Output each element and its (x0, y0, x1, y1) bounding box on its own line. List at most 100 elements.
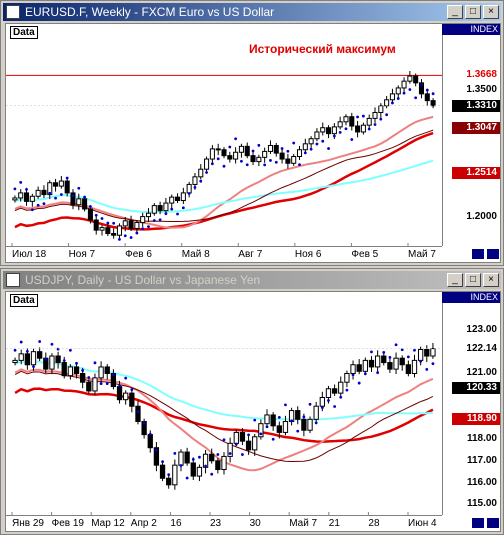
candle-body (129, 392, 135, 407)
candle-body (401, 80, 407, 89)
time-axis: Янв 29 Фев 19 Мар 12 Апр 2 16 23 30 Май 7 21 28 Ию… (6, 515, 442, 531)
candle-body (190, 462, 196, 477)
psar-dot (19, 340, 23, 344)
psar-dot (333, 405, 337, 408)
candle-body (37, 351, 43, 359)
candle-body (175, 196, 181, 202)
candle-body (238, 145, 244, 153)
psar-dot (385, 113, 389, 117)
time-axis-label: Авг 7 (238, 249, 263, 260)
scroll-right-button[interactable] (486, 517, 500, 529)
candle-body (314, 131, 320, 140)
psar-dot (296, 429, 300, 433)
psar-dot (345, 388, 349, 392)
psar-dot (277, 415, 281, 419)
psar-dot (303, 151, 307, 155)
index-label: INDEX (442, 24, 500, 35)
minimize-button[interactable]: _ (447, 273, 463, 287)
scroll-left-button[interactable] (471, 248, 485, 260)
price-scale[interactable]: INDEX 123.00 122.14 121.00 120.33 118.90 118.… (442, 292, 500, 515)
candle-body (49, 355, 55, 370)
time-axis-label: 21 (328, 518, 340, 529)
candle-body (147, 434, 153, 449)
ma-red-line (14, 131, 434, 231)
price-scale[interactable]: INDEX 1.3668 1.3500 1.3310 1.3047 1.2514 1.20… (442, 24, 500, 246)
maximize-button[interactable]: □ (465, 273, 481, 287)
psar-dot (112, 221, 116, 225)
time-axis: Июл 18 Ноя 7 Фев 6 Май 8 Авг 7 Ноя 6 Фев 5 Май … (6, 246, 442, 262)
candle-body (366, 117, 372, 126)
psar-dot (191, 458, 195, 461)
candle-body (282, 421, 289, 433)
eurusd-plot-area[interactable]: Data Исторический максимум INDEX 1.3668 1… (5, 23, 501, 263)
candle-body (178, 451, 184, 466)
candle-body (270, 414, 276, 427)
psar-dot (173, 451, 177, 455)
scroll-left-button[interactable] (471, 517, 485, 529)
time-axis-label: Фев 19 (51, 518, 84, 529)
psar-dot (265, 425, 269, 429)
scroll-right-button[interactable] (486, 248, 500, 260)
psar-dot (284, 403, 287, 407)
usdjpy-titlebar[interactable]: USDJPY, Daily - US Dollar vs Japanese Ye… (3, 271, 501, 289)
psar-dot (370, 350, 373, 354)
psar-dot (344, 127, 348, 131)
candle-body (344, 372, 350, 383)
candle-body (18, 353, 24, 361)
candle-body (87, 208, 93, 221)
psar-dot (263, 163, 267, 167)
psar-dot (94, 213, 98, 217)
candle-body (151, 205, 157, 214)
candle-body (209, 148, 215, 160)
psar-dot (48, 191, 52, 195)
psar-dot (245, 163, 249, 167)
candle-body (424, 93, 430, 102)
candle-body (41, 189, 47, 196)
psar-dot (123, 234, 127, 238)
candle-body (104, 366, 110, 374)
candle-body (23, 192, 30, 202)
candle-body (24, 353, 31, 366)
candle-body (295, 410, 301, 420)
candle-body (325, 388, 332, 398)
chart-window-icon (6, 273, 20, 287)
candle-body (169, 196, 175, 204)
candle-body (166, 477, 172, 486)
psar-dot (147, 225, 150, 229)
candle-body (395, 87, 401, 95)
price-tag: 116.00 (452, 476, 500, 489)
candle-body (418, 82, 425, 95)
maximize-button[interactable]: □ (465, 5, 481, 19)
usdjpy-plot-area[interactable]: Data INDEX 123.00 122.14 121.00 120.33 118.9… (5, 291, 501, 532)
psar-dot (247, 433, 250, 437)
psar-dot (42, 202, 46, 206)
candle-body (93, 219, 99, 231)
candle-body (221, 455, 227, 471)
candle-body (140, 216, 146, 224)
time-axis-label: Апр 2 (130, 518, 157, 529)
psar-dot (152, 219, 156, 222)
candle-body (92, 377, 98, 392)
usdjpy-chart-window[interactable]: USDJPY, Daily - US Dollar vs Japanese Ye… (0, 268, 504, 535)
close-button[interactable]: × (483, 5, 499, 19)
psar-dot (413, 348, 416, 352)
candle-body (76, 198, 82, 206)
close-button[interactable]: × (483, 273, 499, 287)
eurusd-titlebar[interactable]: EURUSD.F, Weekly - FXCM Euro vs US Dolla… (3, 3, 501, 21)
candle-body (307, 418, 313, 431)
candle-body (264, 414, 270, 425)
candle-body (221, 149, 227, 157)
candle-body (29, 195, 35, 202)
minimize-button[interactable]: _ (447, 5, 463, 19)
candle-body (82, 198, 88, 210)
psar-dot (259, 432, 263, 436)
psar-dot (56, 347, 60, 351)
candle-body (337, 121, 343, 128)
psar-dot (199, 179, 203, 183)
eurusd-chart-window[interactable]: EURUSD.F, Weekly - FXCM Euro vs US Dolla… (0, 0, 504, 266)
psar-dot (391, 101, 394, 105)
psar-dot (419, 359, 423, 363)
candle-body (239, 431, 246, 442)
psar-dot (187, 192, 191, 195)
time-axis-label: Фев 6 (125, 249, 152, 260)
